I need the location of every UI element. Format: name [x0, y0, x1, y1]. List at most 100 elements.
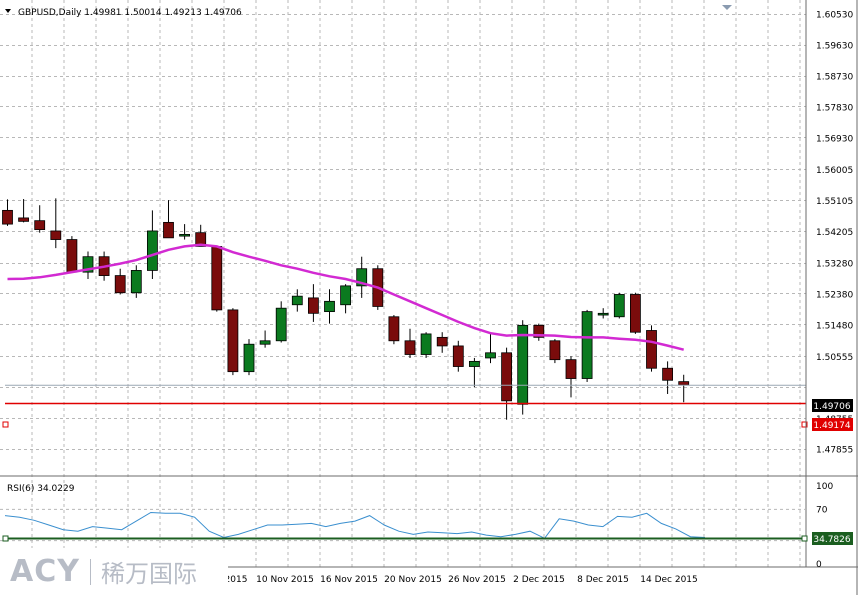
candle-body	[50, 230, 62, 240]
candle	[581, 309, 593, 382]
candle-body	[307, 297, 319, 314]
candle	[501, 347, 513, 420]
candle	[243, 339, 255, 376]
candle-body	[259, 340, 271, 345]
candle	[18, 199, 30, 223]
price-tick-label: 1.60530	[816, 11, 853, 21]
candle-body	[646, 330, 657, 369]
price-tick-label: 1.53280	[816, 260, 853, 270]
candle	[34, 205, 46, 233]
candle-body	[179, 233, 191, 237]
candle-body	[597, 312, 609, 316]
price-tick-label: 1.54205	[816, 228, 853, 238]
price-tick-label: 1.56005	[816, 166, 853, 176]
watermark-separator	[89, 558, 91, 585]
candle-body	[388, 316, 400, 342]
dropdown-arrow-icon[interactable]	[5, 9, 11, 13]
candle-body	[324, 300, 335, 313]
candle	[533, 323, 545, 341]
candle	[291, 289, 303, 312]
watermark-cjk: 稀万国际	[100, 560, 197, 588]
price-tick-label: 1.50555	[816, 353, 853, 363]
candle-body	[565, 359, 577, 379]
candle-body	[517, 324, 529, 405]
candle-body	[146, 230, 158, 271]
candle-body	[678, 381, 690, 386]
rsi-value-tag-label: 34.7826	[813, 535, 850, 545]
candle-body	[485, 352, 496, 359]
candle-body	[533, 324, 545, 338]
candle	[114, 268, 126, 295]
candle	[275, 301, 287, 343]
candle-body	[613, 294, 625, 318]
candle	[613, 292, 625, 319]
candle	[597, 308, 609, 319]
current-price-tag-label: 1.49706	[813, 402, 850, 412]
date-tick-label: 8 Dec 2015	[577, 575, 629, 585]
chart-info-label: GBPUSD,Daily 1.49981 1.50014 1.49213 1.4…	[18, 8, 242, 18]
candle	[420, 332, 432, 358]
rsi-tick-label: 0	[816, 560, 822, 570]
price-tick-label: 1.52380	[816, 290, 853, 300]
watermark-latin: ACY	[10, 554, 80, 589]
rsi-level-left-handle[interactable]	[2, 535, 9, 542]
candle-body	[243, 343, 255, 373]
candle-body	[195, 232, 207, 247]
hline-left-handle[interactable]	[2, 421, 9, 428]
date-tick-label: 10 Nov 2015	[256, 575, 314, 585]
candle	[340, 284, 352, 314]
watermark-logo: ACY 稀万国际	[0, 548, 228, 595]
candle	[307, 284, 319, 322]
candle	[678, 374, 690, 403]
rsi-level-right-handle[interactable]	[801, 535, 808, 542]
candle	[66, 236, 78, 273]
candle-body	[82, 256, 94, 273]
candle-body	[275, 307, 287, 342]
candle-body	[501, 352, 513, 402]
price-axis: 1.60530 1.59630 1.58730 1.57830 1.56930 1.560…	[816, 11, 853, 456]
current-price-tag	[812, 399, 853, 412]
date-tick-label: 20 Nov 2015	[384, 575, 442, 585]
rsi-axis: 10070300	[816, 482, 833, 570]
candle	[179, 224, 191, 240]
rsi-line	[4, 511, 706, 539]
candle-body	[2, 209, 13, 225]
candle	[436, 332, 448, 353]
candle	[82, 251, 94, 280]
candle-body	[163, 221, 174, 239]
scroll-marker-icon[interactable]	[722, 5, 732, 10]
candle	[130, 265, 142, 298]
candle-body	[581, 311, 593, 379]
date-tick-label: 2015	[225, 575, 248, 585]
candle	[662, 361, 673, 394]
candle	[452, 340, 464, 372]
candle	[227, 308, 239, 376]
candle-body	[114, 275, 126, 294]
candle-body	[291, 295, 303, 306]
candle	[163, 200, 174, 239]
price-tick-label: 1.55105	[816, 197, 853, 207]
price-tick-label: 1.59630	[816, 42, 853, 52]
price-tick-label: 1.47855	[816, 446, 853, 456]
candle-body	[549, 340, 561, 361]
date-tick-label: 2 Dec 2015	[513, 575, 565, 585]
candle-body	[436, 336, 448, 347]
candle-body	[630, 294, 641, 333]
candlestick-series	[2, 198, 690, 420]
candle-body	[18, 217, 30, 222]
candle	[195, 224, 207, 247]
hline-right-handle[interactable]	[801, 421, 808, 428]
candle-body	[420, 333, 432, 355]
hline-price-tag-label: 1.49174	[813, 421, 850, 431]
date-tick-label: 14 Dec 2015	[640, 575, 698, 585]
price-tick-label: 1.58730	[816, 73, 853, 83]
moving-average-line	[7, 243, 685, 351]
candle-body	[662, 367, 673, 381]
candle	[356, 256, 368, 298]
candle	[485, 333, 496, 364]
candle	[211, 246, 223, 312]
candle	[646, 325, 657, 372]
candle	[259, 330, 271, 348]
candle	[468, 357, 480, 388]
